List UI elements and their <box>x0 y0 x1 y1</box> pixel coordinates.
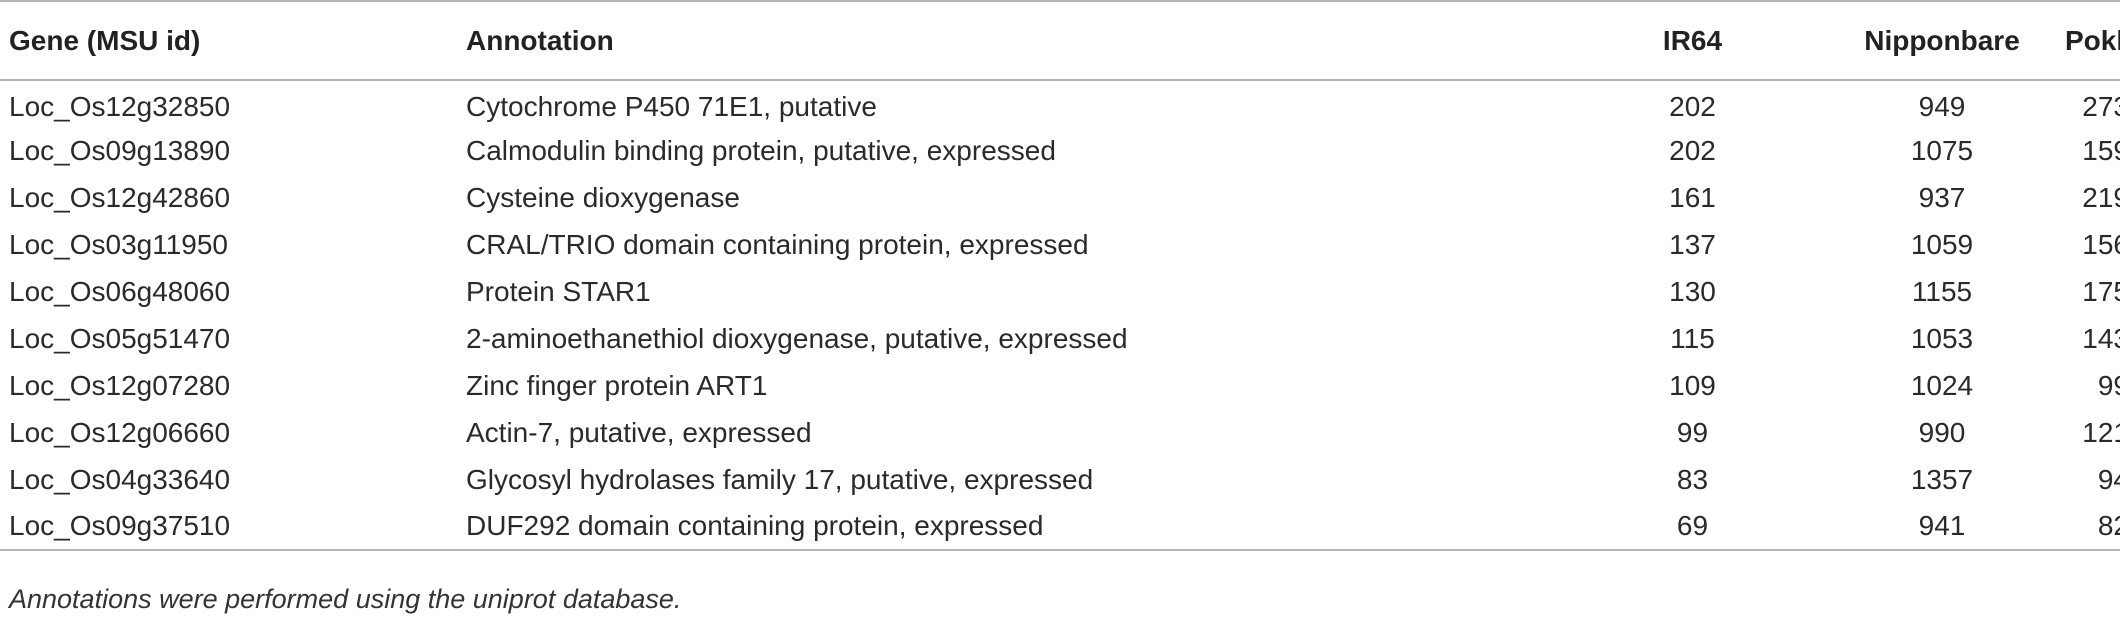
cell-nipponbare: 949 <box>1918 91 1966 122</box>
cell-pokkali: 159 <box>2082 134 2120 166</box>
cell-ir64: 137 <box>1669 228 1716 260</box>
data-table-container: Gene (MSU id) Annotation IR64 Nipponbare… <box>0 0 2120 551</box>
cell-gene: Loc_Os04g33640 <box>9 463 231 495</box>
table-row: Loc_Os05g51470 2-aminoethanethiol dioxyg… <box>0 315 2120 362</box>
cell-pokkali: 143 <box>2082 322 2120 354</box>
cell-annotation: Zinc finger protein ART1 <box>466 369 768 401</box>
cell-nipponbare: 1059 <box>1910 228 1974 260</box>
table-row: Loc_Os12g07280 Zinc finger protein ART1 … <box>0 362 2120 409</box>
cell-gene: Loc_Os12g06660 <box>9 416 231 448</box>
header-row: Gene (MSU id) Annotation IR64 Nipponbare… <box>0 0 2120 81</box>
cell-pokkali: 156 <box>2082 228 2120 260</box>
cell-annotation: Cytochrome P450 71E1, putative <box>466 91 877 122</box>
cell-nipponbare: 937 <box>1918 181 1966 213</box>
table-footnote: Annotations were performed using the uni… <box>9 584 682 614</box>
cell-pokkali: 94 <box>2097 463 2120 495</box>
header-gene: Gene (MSU id) <box>0 0 466 81</box>
cell-ir64: 130 <box>1669 275 1716 307</box>
cell-gene: Loc_Os09g37510 <box>0 503 466 551</box>
table-row: Loc_Os09g37510 DUF292 domain containing … <box>0 503 2120 551</box>
cell-nipponbare: 1155 <box>1911 275 1973 307</box>
table-row: Loc_Os09g13890 Calmodulin binding protei… <box>0 127 2120 174</box>
table-row: Loc_Os04g33640 Glycosyl hydrolases famil… <box>0 456 2120 503</box>
table-row: Loc_Os12g06660 Actin-7, putative, expres… <box>0 409 2120 456</box>
table-row: Loc_Os12g32850 Cytochrome P450 71E1, put… <box>0 80 2120 127</box>
cell-pokkali: 82 <box>2065 503 2120 551</box>
cell-ir64: 161 <box>1669 181 1716 213</box>
cell-annotation: Actin-7, putative, expressed <box>466 416 812 448</box>
cell-gene: Loc_Os03g11950 <box>9 228 228 260</box>
table-row: Loc_Os06g48060 Protein STAR1 130 1155 17… <box>0 268 2120 315</box>
header-nipponbare: Nipponbare <box>1819 0 2065 81</box>
cell-gene: Loc_Os12g42860 <box>9 181 231 213</box>
cell-annotation: DUF292 domain containing protein, expres… <box>466 503 1566 551</box>
cell-nipponbare: 1024 <box>1910 369 1974 401</box>
cell-pokkali: 219 <box>2082 181 2120 213</box>
cell-ir64: 83 <box>1676 463 1709 495</box>
cell-ir64: 99 <box>1676 416 1709 448</box>
cell-gene: Loc_Os05g51470 <box>9 322 231 354</box>
header-pokkali: Pokkali <box>2065 0 2120 81</box>
cell-ir64: 69 <box>1566 503 1819 551</box>
cell-annotation: Glycosyl hydrolases family 17, putative,… <box>466 463 1094 495</box>
cell-ir64: 202 <box>1669 91 1716 122</box>
cell-pokkali: 99 <box>2097 369 2120 401</box>
cell-annotation: CRAL/TRIO domain containing protein, exp… <box>466 228 1089 260</box>
cell-nipponbare: 1053 <box>1910 322 1974 354</box>
header-annotation: Annotation <box>466 0 1566 81</box>
cell-pokkali: 273 <box>2082 91 2120 122</box>
cell-nipponbare: 1357 <box>1910 463 1974 495</box>
header-ir64: IR64 <box>1566 0 1819 81</box>
cell-annotation: Calmodulin binding protein, putative, ex… <box>466 134 1056 166</box>
cell-pokkali: 175 <box>2082 275 2120 307</box>
cell-annotation: Protein STAR1 <box>466 275 651 307</box>
cell-annotation: Cysteine dioxygenase <box>466 181 740 213</box>
cell-ir64: 109 <box>1669 369 1716 401</box>
cell-ir64: 115 <box>1670 322 1715 354</box>
cell-nipponbare: 990 <box>1918 416 1966 448</box>
cell-annotation: 2-aminoethanethiol dioxygenase, putative… <box>466 322 1128 354</box>
gene-expression-table: Gene (MSU id) Annotation IR64 Nipponbare… <box>0 0 2120 551</box>
cell-ir64: 202 <box>1669 134 1716 166</box>
cell-nipponbare: 941 <box>1819 503 2065 551</box>
table-row: Loc_Os03g11950 CRAL/TRIO domain containi… <box>0 221 2120 268</box>
table-header: Gene (MSU id) Annotation IR64 Nipponbare… <box>0 0 2120 81</box>
cell-gene: Loc_Os12g32850 <box>9 91 231 122</box>
cell-gene: Loc_Os12g07280 <box>9 369 231 401</box>
cell-gene: Loc_Os06g48060 <box>9 275 231 307</box>
cell-nipponbare: 1075 <box>1910 134 1974 166</box>
cell-gene: Loc_Os09g13890 <box>9 134 231 166</box>
table-row: Loc_Os12g42860 Cysteine dioxygenase 161 … <box>0 174 2120 221</box>
cell-pokkali: 121 <box>2082 416 2120 448</box>
table-body: Loc_Os12g32850 Cytochrome P450 71E1, put… <box>0 80 2120 551</box>
